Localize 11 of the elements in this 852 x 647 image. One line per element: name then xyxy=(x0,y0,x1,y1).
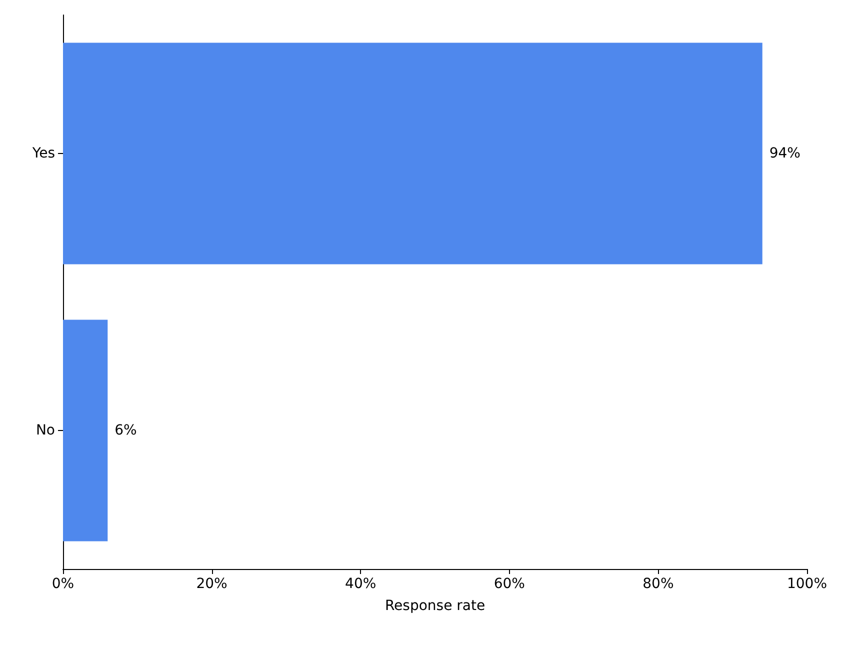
y-tick-label: No xyxy=(36,422,55,438)
x-tick-label: 100% xyxy=(786,576,828,592)
x-tick-label: 60% xyxy=(494,576,525,592)
data-label: 94% xyxy=(769,146,800,162)
data-label: 6% xyxy=(114,422,137,438)
x-tick-label: 80% xyxy=(642,576,674,592)
x-tick-label: 20% xyxy=(196,576,228,592)
y-tick-label: Yes xyxy=(31,146,55,162)
x-tick-label: 0% xyxy=(52,576,74,592)
x-axis-title: Response rate xyxy=(384,598,486,614)
x-tick-label: 40% xyxy=(345,576,376,592)
